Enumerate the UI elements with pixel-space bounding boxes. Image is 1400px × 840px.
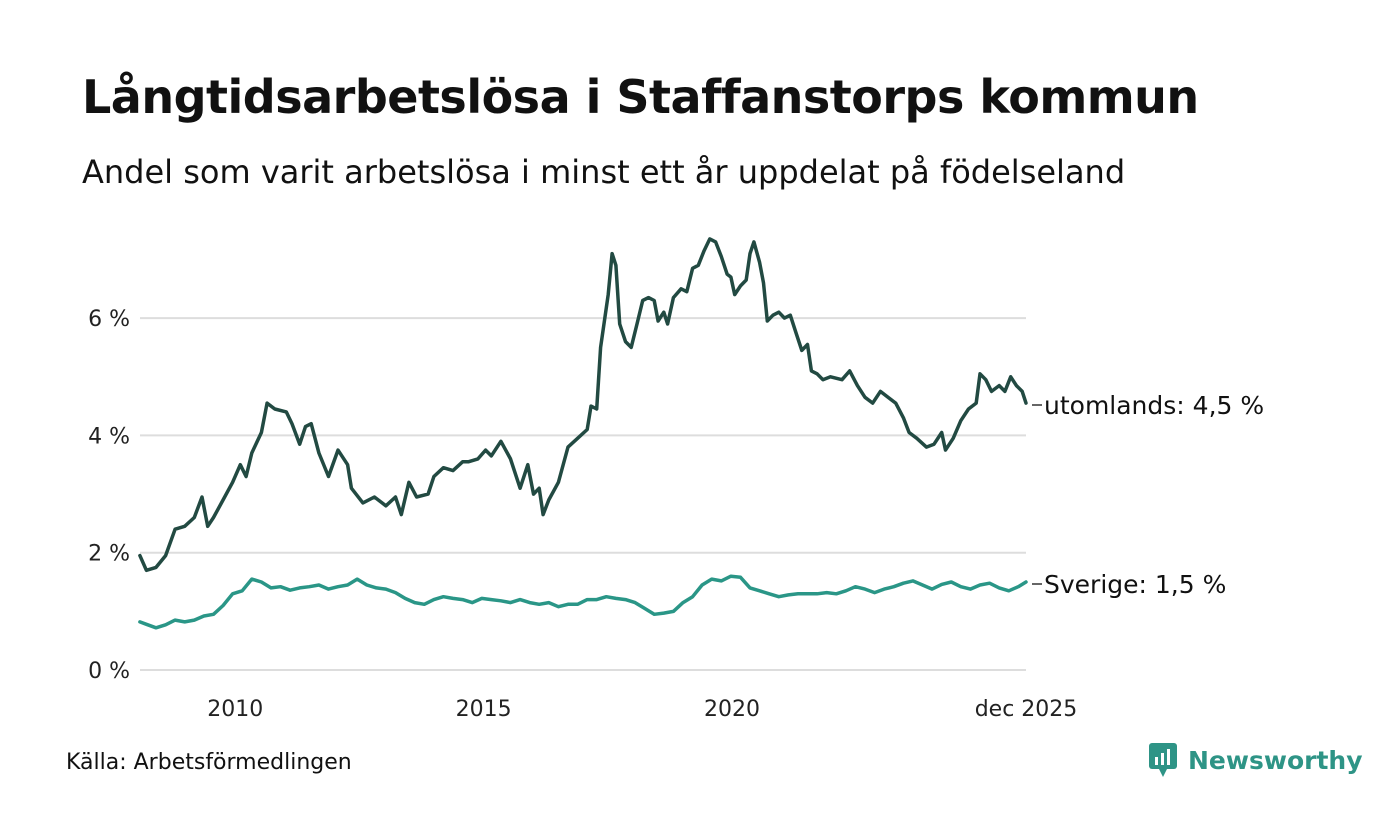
chart-subtitle: Andel som varit arbetslösa i minst ett å… [82, 153, 1126, 191]
y-tick-label: 4 % [88, 424, 130, 449]
series-end-label: Sverige: 1,5 % [1044, 570, 1226, 599]
x-tick-label: dec 2025 [975, 697, 1078, 722]
brand-logo[interactable]: Newsworthy [1148, 742, 1363, 778]
y-tick-label: 2 % [88, 542, 130, 567]
series-end-label: utomlands: 4,5 % [1044, 391, 1264, 420]
newsworthy-logo-icon [1149, 743, 1177, 777]
chart-title: Långtidsarbetslösa i Staffanstorps kommu… [82, 70, 1199, 124]
source-note: Källa: Arbetsförmedlingen [66, 750, 352, 775]
series-line-utomlands [138, 237, 1028, 573]
x-tick-label: 2010 [207, 697, 263, 722]
series-line-sverige [138, 574, 1028, 630]
y-tick-label: 0 % [88, 659, 130, 684]
x-tick-label: 2015 [456, 697, 512, 722]
y-tick-label: 6 % [88, 307, 130, 332]
brand-name: Newsworthy [1188, 745, 1363, 775]
x-tick-label: 2020 [704, 697, 760, 722]
